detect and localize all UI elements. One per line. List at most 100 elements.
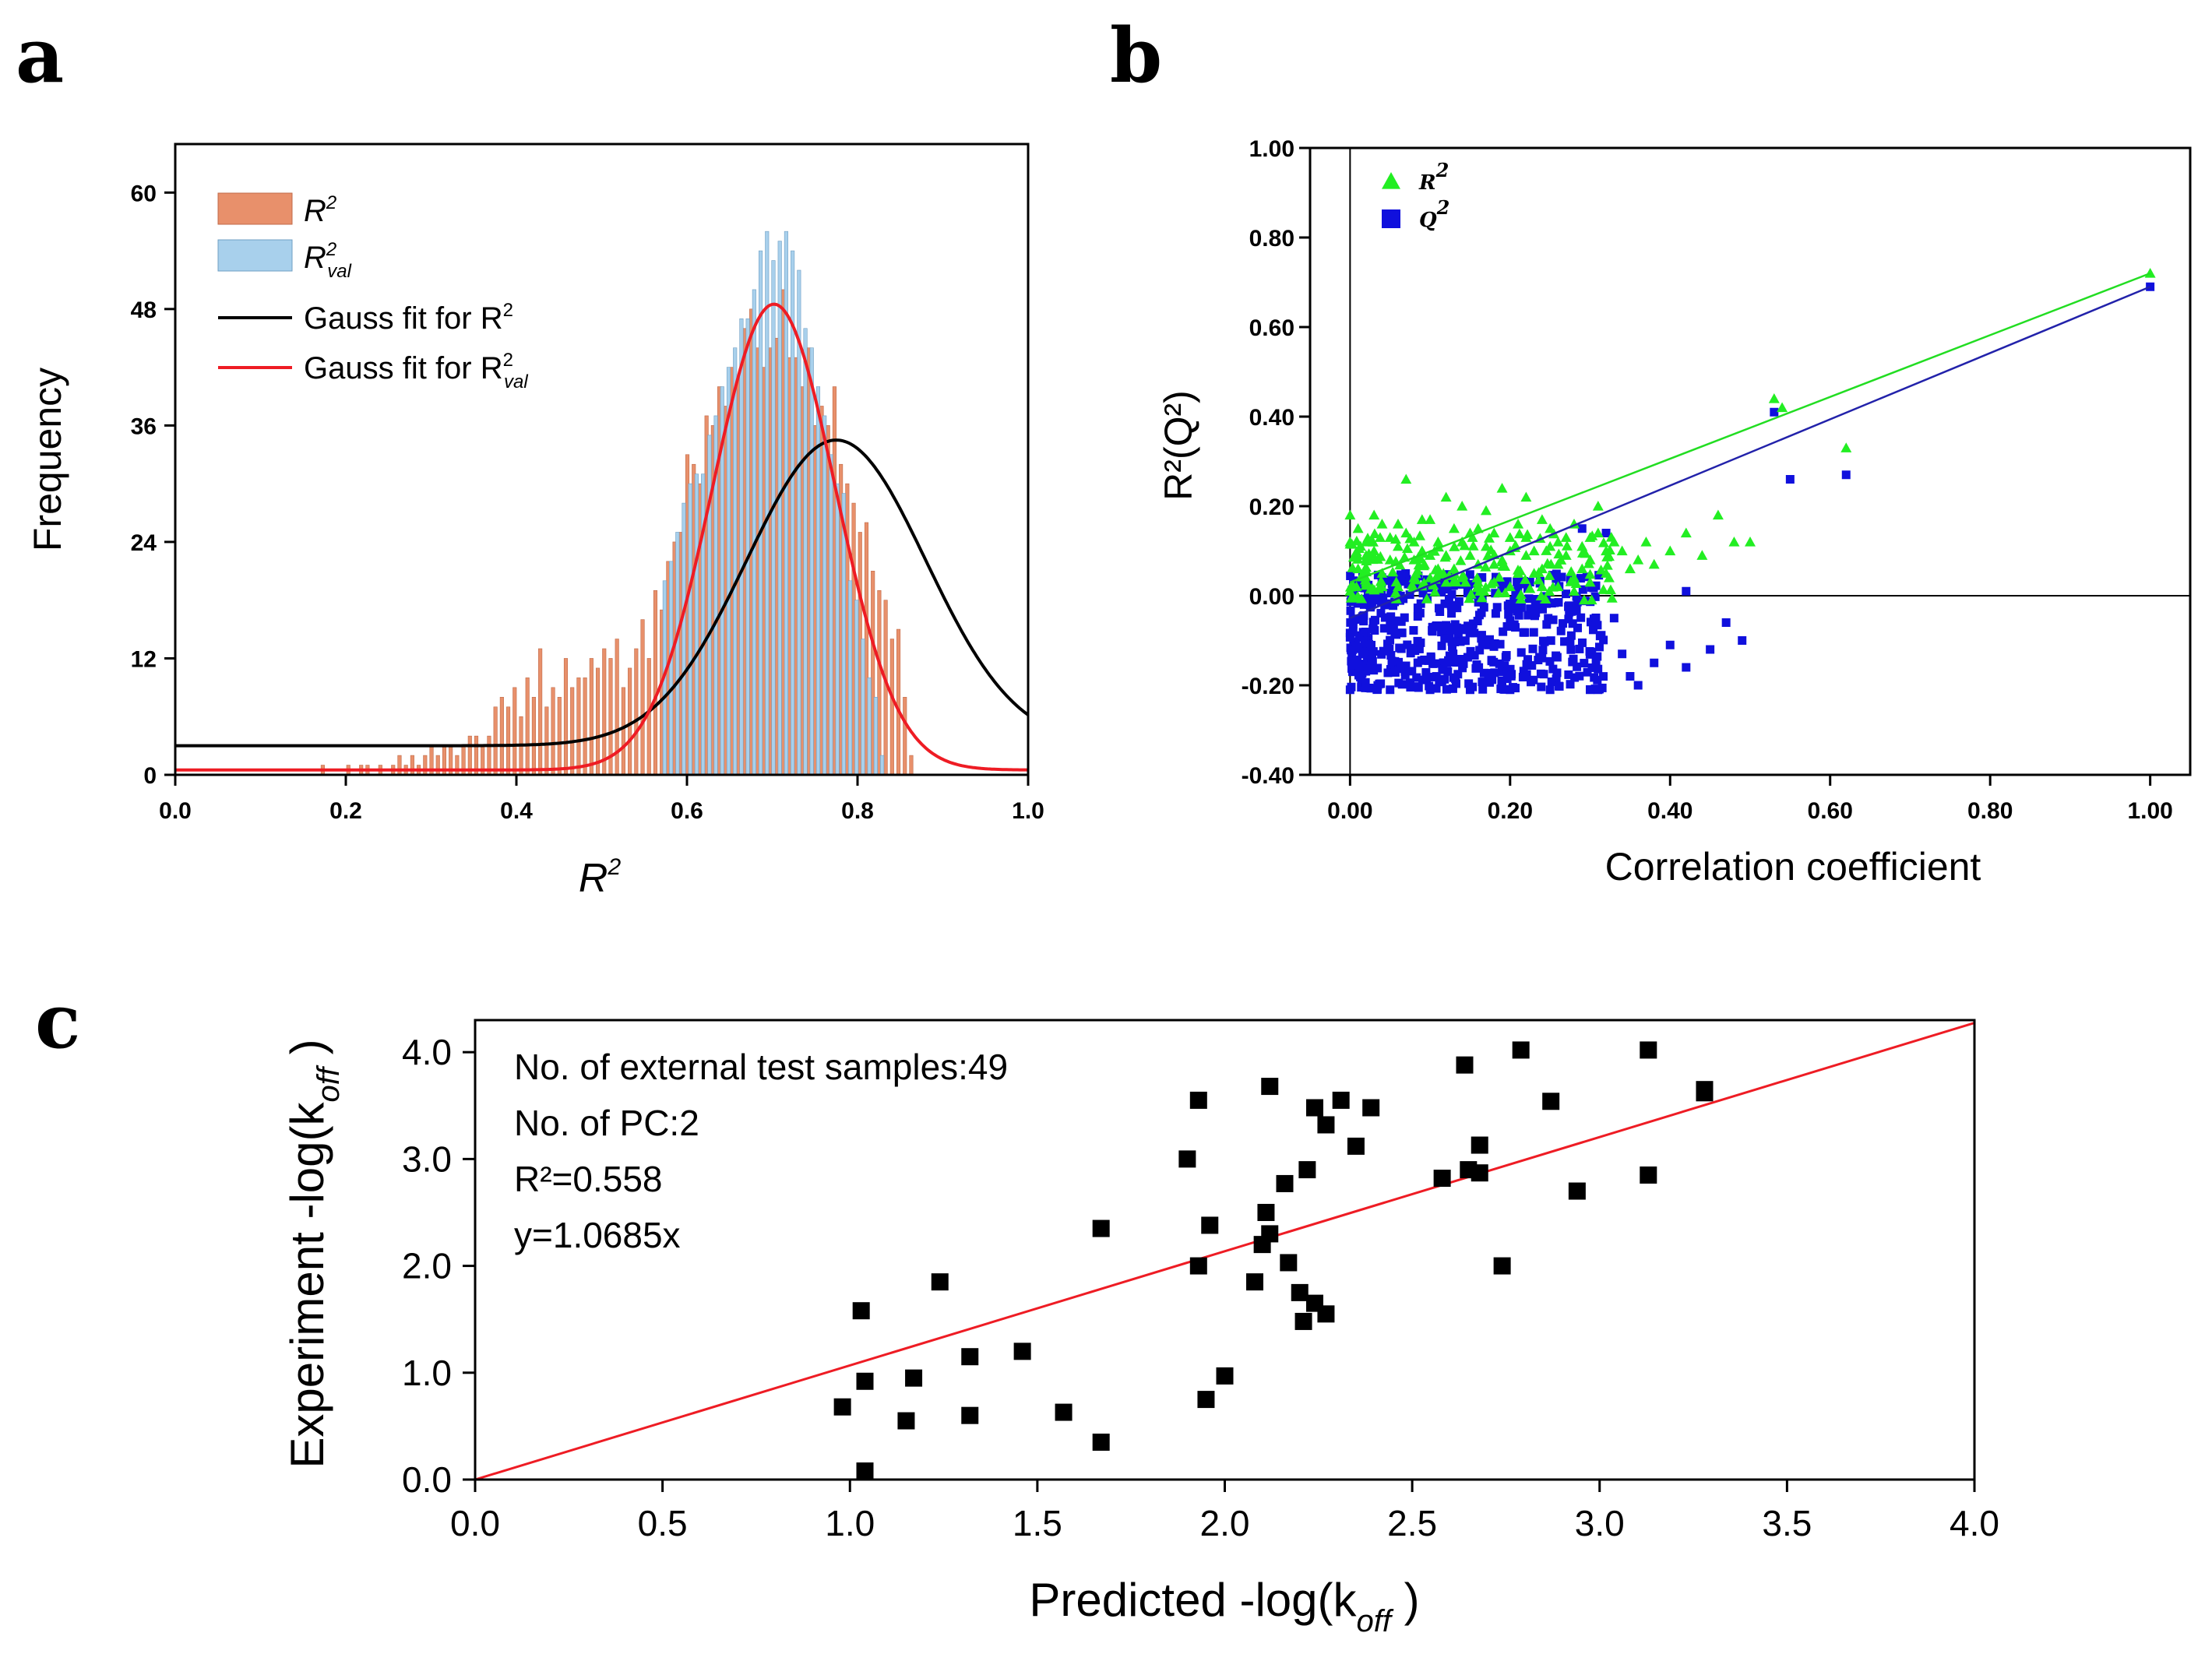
r2-point	[1601, 560, 1613, 570]
q2-point	[1502, 621, 1512, 631]
r2-point	[1513, 519, 1524, 529]
q2-point	[1665, 640, 1675, 649]
q2-point	[1349, 640, 1358, 649]
prediction-point	[1433, 1170, 1451, 1188]
prediction-point	[1257, 1203, 1275, 1221]
q2-point	[1550, 598, 1559, 607]
y-tick-label: 1.0	[402, 1353, 452, 1393]
annotation-line: No. of external test samples:49	[514, 1047, 1008, 1087]
q2-point	[1421, 668, 1431, 677]
r2-point	[1552, 558, 1564, 569]
q2-point	[1454, 596, 1464, 606]
q2-point	[1356, 672, 1365, 681]
x-tick-label: 0.0	[450, 1503, 500, 1543]
q2-point	[1738, 636, 1747, 645]
q2-point	[1594, 571, 1604, 580]
q2-point	[1539, 670, 1548, 679]
r2-point	[1584, 576, 1596, 587]
r2-fit-line	[1349, 272, 2151, 583]
y-tick-label: 12	[131, 646, 157, 672]
q2-point	[1453, 670, 1463, 679]
correlation-x-axis-title: Correlation coefficient	[1605, 845, 1981, 889]
x-tick-label: 1.00	[2127, 798, 2172, 824]
r2-bar	[423, 755, 428, 776]
q2-point	[1379, 624, 1389, 633]
q2-point	[1537, 682, 1546, 692]
q2-point	[1448, 684, 1457, 693]
q2-point	[1450, 637, 1460, 646]
r2-point	[1648, 558, 1660, 569]
q2-point	[1361, 661, 1371, 670]
q2-point	[1418, 589, 1428, 598]
q2-point	[1594, 685, 1603, 695]
q2-point	[1566, 645, 1576, 654]
q2-point	[1403, 640, 1412, 649]
r2-bar	[563, 658, 569, 776]
q2-point	[1523, 655, 1533, 664]
q2-point	[1387, 656, 1397, 666]
r2-point	[1545, 558, 1557, 569]
q2-point	[1358, 599, 1368, 608]
q2-point	[1560, 637, 1569, 646]
r2-point	[1664, 545, 1676, 556]
r2-point	[1467, 540, 1479, 551]
q2-point	[1396, 570, 1405, 579]
r2-point	[1552, 581, 1564, 592]
q2-point	[1556, 626, 1566, 635]
r2-point	[1368, 528, 1380, 539]
r2-point	[1560, 532, 1572, 542]
r2-point	[1728, 537, 1740, 547]
r2-bar	[538, 648, 543, 776]
panel-label-a: a	[16, 12, 64, 100]
x-tick-label: 0.80	[1967, 798, 2013, 824]
histogram-ticks: 0.0 0.2 0.4 0.6 0.8 1.0 0 12 24 36 48 60	[131, 181, 1044, 824]
r2-point	[1456, 537, 1468, 547]
q2-point	[1444, 595, 1453, 604]
q2-point	[1460, 636, 1470, 646]
q2-point	[1405, 590, 1414, 600]
prediction-point	[1189, 1257, 1207, 1275]
q2-point	[1400, 613, 1409, 622]
q2-point	[1366, 590, 1375, 600]
q2-point	[1437, 641, 1446, 650]
r2-point	[1624, 563, 1636, 574]
r2-point	[1400, 473, 1412, 484]
prediction-point	[1306, 1099, 1323, 1117]
histogram-x-axis-title: R2	[579, 854, 622, 901]
histogram-legend: R2 R2 val Gauss fit for R2 Gauss fit for R2 v…	[217, 192, 528, 392]
annotation-line: No. of PC:2	[514, 1103, 699, 1143]
q2-point	[1565, 607, 1574, 617]
prediction-point	[1493, 1257, 1511, 1275]
r2-point	[1601, 551, 1613, 561]
y-tick-label: 48	[131, 297, 157, 323]
r2-bar	[544, 706, 549, 776]
q2-point	[1391, 616, 1400, 625]
prediction-point	[856, 1462, 874, 1480]
r2-point	[1535, 590, 1547, 601]
r2-point	[1520, 491, 1532, 502]
q2-point	[1376, 679, 1386, 688]
q2-point	[1573, 623, 1583, 632]
legend-label: Q2	[1419, 196, 1449, 232]
r2-bar	[493, 706, 498, 776]
histogram-y-axis-title: Frequency	[26, 368, 69, 551]
q2-point	[1464, 679, 1474, 688]
r2-point	[1360, 565, 1372, 575]
q2-point	[1785, 475, 1795, 484]
r2-bar	[512, 687, 517, 776]
correlation-y-axis-title: R²(Q²)	[1157, 390, 1200, 501]
r2-point	[1597, 537, 1609, 547]
r2-point	[1372, 554, 1383, 564]
legend-label: Gauss fit for R2	[304, 300, 513, 336]
r2-point	[1601, 545, 1612, 556]
x-tick-label: 0.0	[159, 798, 192, 824]
prediction-point	[1512, 1041, 1530, 1059]
q2-point	[1438, 621, 1447, 631]
y-tick-label: 2.0	[402, 1246, 452, 1286]
r2-point	[1472, 523, 1484, 533]
r2-bar	[877, 589, 882, 776]
r2-point	[1606, 593, 1618, 603]
r2-bar	[410, 755, 414, 776]
q2-point	[1590, 592, 1600, 601]
q2-point	[1458, 663, 1467, 673]
